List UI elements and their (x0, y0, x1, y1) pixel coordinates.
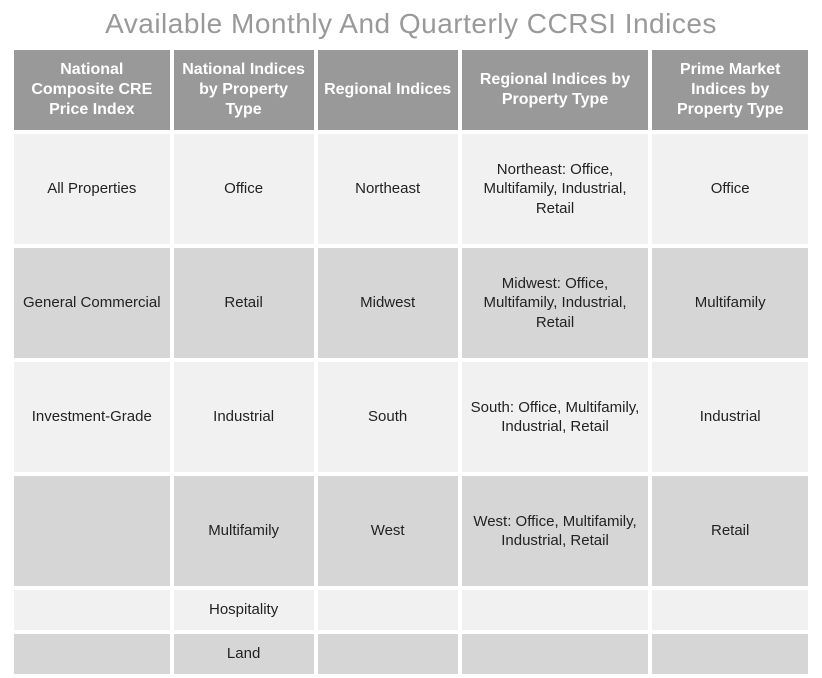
table-row: Hospitality (14, 590, 808, 630)
cell: Retail (174, 248, 314, 358)
cell: Industrial (652, 362, 808, 472)
cell: Midwest (318, 248, 458, 358)
col-header-regional: Regional Indices (318, 50, 458, 130)
cell: Multifamily (652, 248, 808, 358)
cell (14, 476, 170, 586)
cell (318, 590, 458, 630)
cell: Office (174, 134, 314, 244)
cell: Office (652, 134, 808, 244)
cell: Multifamily (174, 476, 314, 586)
cell (462, 634, 649, 674)
cell: All Properties (14, 134, 170, 244)
page-title: Available Monthly And Quarterly CCRSI In… (10, 8, 812, 40)
cell: Industrial (174, 362, 314, 472)
cell (652, 634, 808, 674)
col-header-national-composite: National Composite CRE Price Index (14, 50, 170, 130)
table-row: All Properties Office Northeast Northeas… (14, 134, 808, 244)
cell: Northeast (318, 134, 458, 244)
table-row: General Commercial Retail Midwest Midwes… (14, 248, 808, 358)
cell: West (318, 476, 458, 586)
col-header-regional-by-type: Regional Indices by Property Type (462, 50, 649, 130)
cell: South: Office, Multifamily, Industrial, … (462, 362, 649, 472)
cell: Investment-Grade (14, 362, 170, 472)
cell: General Commercial (14, 248, 170, 358)
table-row: Investment-Grade Industrial South South:… (14, 362, 808, 472)
col-header-prime-by-type: Prime Market Indices by Property Type (652, 50, 808, 130)
cell: Land (174, 634, 314, 674)
cell: Northeast: Office, Multifamily, Industri… (462, 134, 649, 244)
cell: West: Office, Multifamily, Industrial, R… (462, 476, 649, 586)
cell (652, 590, 808, 630)
cell: Retail (652, 476, 808, 586)
cell: South (318, 362, 458, 472)
cell: Hospitality (174, 590, 314, 630)
table-row: Land (14, 634, 808, 674)
cell (14, 590, 170, 630)
cell (14, 634, 170, 674)
cell: Midwest: Office, Multifamily, Industrial… (462, 248, 649, 358)
col-header-national-by-type: National Indices by Property Type (174, 50, 314, 130)
cell (318, 634, 458, 674)
table-header-row: National Composite CRE Price Index Natio… (14, 50, 808, 130)
table-row: Multifamily West West: Office, Multifami… (14, 476, 808, 586)
indices-table: National Composite CRE Price Index Natio… (10, 46, 812, 678)
cell (462, 590, 649, 630)
